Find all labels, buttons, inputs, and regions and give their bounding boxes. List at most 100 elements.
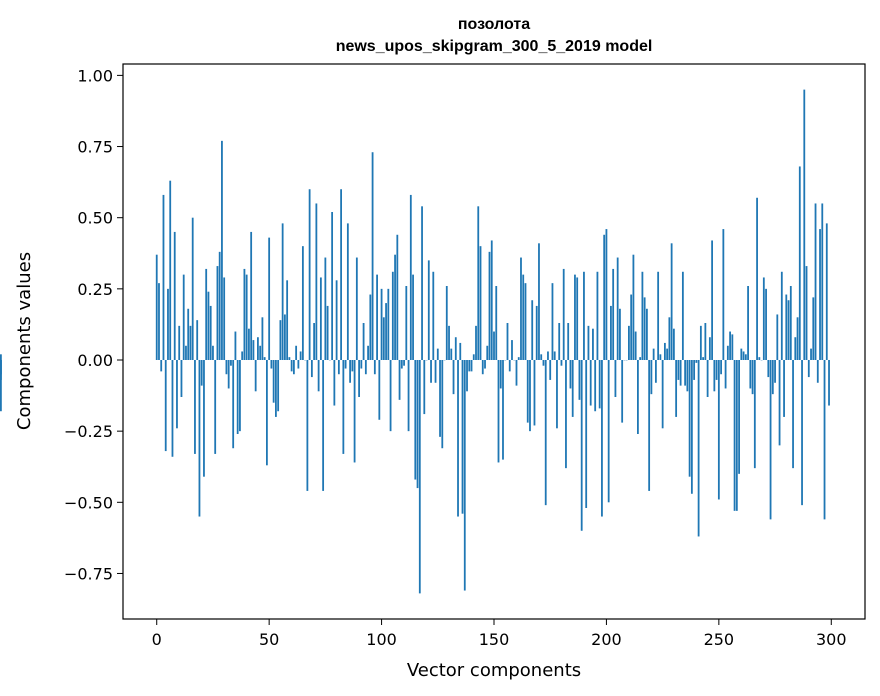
- bar: [520, 257, 522, 360]
- bar: [747, 286, 749, 360]
- bar: [578, 360, 581, 400]
- bar: [538, 243, 540, 360]
- bar: [214, 360, 217, 454]
- bar: [663, 342, 666, 360]
- bar: [798, 166, 801, 360]
- bar: [230, 360, 232, 366]
- bar: [589, 360, 592, 406]
- bar: [657, 271, 660, 360]
- bar: [346, 223, 349, 360]
- bar: [434, 360, 437, 383]
- bar: [454, 337, 457, 360]
- bar: [360, 360, 363, 369]
- bar: [335, 280, 338, 360]
- bar: [506, 323, 509, 360]
- bar: [286, 280, 289, 360]
- bar: [281, 223, 284, 360]
- bar: [398, 360, 401, 400]
- bar: [749, 360, 752, 389]
- bar: [526, 360, 529, 423]
- bar: [252, 340, 255, 360]
- bar: [268, 237, 271, 360]
- bar: [310, 360, 313, 378]
- y-axis-ticks: −0.75 −0.50 −0.25 0.00 0.25 0.50 0.75 1.00: [64, 66, 123, 583]
- bar: [648, 360, 651, 491]
- y-tick-label: −0.50: [64, 493, 113, 512]
- bar: [466, 360, 468, 392]
- bar: [189, 325, 192, 360]
- bar: [515, 360, 518, 386]
- bar: [587, 325, 590, 360]
- bar: [490, 240, 493, 360]
- bar: [679, 360, 682, 386]
- bar: [805, 266, 808, 360]
- bar: [297, 360, 300, 369]
- bar: [209, 305, 212, 360]
- bar: [699, 325, 702, 360]
- bar: [688, 360, 691, 477]
- bar: [666, 348, 669, 360]
- bar: [266, 360, 268, 466]
- y-axis-label: Components values: [14, 252, 35, 430]
- bar: [355, 257, 358, 360]
- bar: [299, 351, 302, 360]
- bar: [720, 360, 722, 375]
- bar: [0, 360, 2, 412]
- bar: [567, 323, 570, 360]
- chart-subtitle: news_upos_skipgram_300_5_2019 model: [336, 38, 653, 55]
- bar: [158, 283, 160, 360]
- bar: [248, 328, 250, 360]
- bar: [594, 360, 597, 412]
- bar: [457, 360, 459, 517]
- bar: [155, 254, 158, 360]
- y-tick-label: 0.25: [77, 280, 113, 299]
- bar: [223, 277, 226, 360]
- bar: [277, 360, 280, 412]
- bar: [203, 360, 205, 477]
- bar: [488, 251, 491, 360]
- bar: [551, 283, 554, 360]
- bar: [816, 360, 819, 383]
- bar: [243, 268, 246, 360]
- bar: [708, 337, 711, 360]
- chart-title: позолота: [458, 16, 530, 33]
- bar: [367, 345, 369, 360]
- x-tick-label: 0: [152, 630, 162, 649]
- bar: [560, 360, 563, 366]
- bar: [470, 360, 473, 372]
- bar: [585, 360, 588, 508]
- bar: [385, 303, 387, 360]
- bar: [479, 246, 482, 360]
- bar: [828, 360, 830, 406]
- bar: [722, 229, 725, 360]
- bar: [351, 360, 354, 372]
- bar: [400, 360, 403, 369]
- bar: [225, 360, 228, 375]
- bar: [821, 203, 824, 360]
- bar: [612, 268, 615, 360]
- bar: [711, 240, 713, 360]
- bar: [292, 360, 295, 375]
- bar: [524, 283, 527, 360]
- bar: [290, 360, 293, 372]
- bar: [427, 260, 430, 360]
- bar: [212, 345, 214, 360]
- bar: [275, 360, 277, 417]
- bar: [706, 360, 709, 397]
- bar: [340, 189, 342, 360]
- bar: [668, 317, 671, 360]
- bar: [641, 271, 644, 360]
- bar: [646, 308, 648, 360]
- bar: [517, 357, 520, 360]
- bar: [702, 357, 705, 360]
- bar: [792, 360, 794, 469]
- bar: [342, 360, 345, 454]
- bar: [180, 360, 183, 397]
- bar: [394, 254, 396, 360]
- bar: [628, 325, 630, 360]
- bar: [758, 357, 761, 360]
- bar: [511, 340, 513, 360]
- bar: [436, 348, 439, 360]
- bar: [751, 360, 754, 395]
- bar: [317, 360, 320, 392]
